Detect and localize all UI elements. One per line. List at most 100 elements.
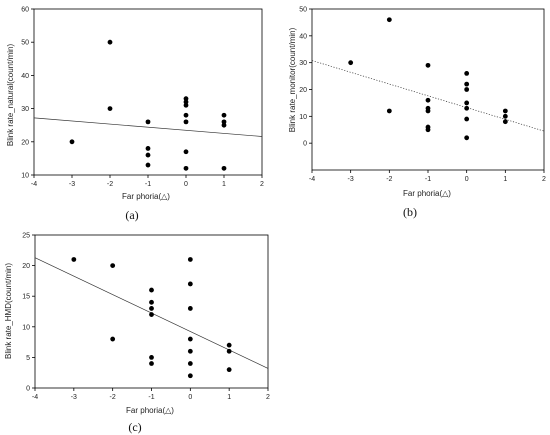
data-point [502, 108, 508, 114]
data-point [464, 81, 470, 87]
data-point [187, 281, 193, 287]
x-tick-label: -4 [32, 394, 38, 401]
data-point [226, 367, 232, 373]
data-point [183, 119, 189, 125]
data-point [425, 97, 431, 103]
data-point [502, 119, 508, 125]
x-tick-label: -1 [145, 181, 151, 188]
data-point [502, 113, 508, 119]
data-point [464, 116, 470, 122]
data-point [464, 105, 470, 111]
data-point [464, 71, 470, 76]
x-tick-label: 2 [260, 181, 264, 188]
x-tick-label: -1 [148, 394, 154, 401]
data-point [386, 108, 392, 114]
panel-b: Blink rate_monitor(count/min) Far phoria… [288, 7, 546, 220]
data-point [221, 119, 227, 125]
data-point [187, 257, 193, 262]
data-point [226, 348, 232, 354]
data-point [110, 263, 116, 268]
y-tick-label: 50 [299, 7, 307, 14]
y-tick-label: 10 [21, 173, 29, 180]
data-point [187, 373, 193, 379]
x-tick-label: 0 [184, 181, 188, 188]
x-tick-label: 0 [465, 176, 469, 183]
y-tick-label: 10 [22, 324, 30, 331]
x-tick-label: -4 [309, 176, 315, 183]
data-point [226, 342, 232, 348]
data-point [149, 287, 154, 293]
data-point [425, 127, 431, 133]
data-point [348, 60, 354, 66]
regression-line [311, 60, 545, 132]
data-point [425, 62, 431, 68]
data-point [149, 306, 154, 311]
data-point [183, 96, 189, 102]
panel-b-xlabel: Far phoria(△) [403, 189, 451, 198]
y-tick-label: 10 [299, 114, 307, 121]
data-point [149, 355, 154, 360]
data-point [145, 162, 151, 168]
data-point [386, 17, 392, 23]
data-point [107, 106, 113, 111]
data-point [221, 122, 227, 128]
y-tick-label: 30 [299, 60, 307, 67]
y-tick-label: 60 [21, 7, 29, 14]
x-tick-label: -3 [69, 181, 75, 188]
y-tick-label: 40 [21, 73, 29, 80]
data-point [183, 99, 189, 105]
panel-a: Blink rate_natural(count/min) Far phoria… [6, 7, 264, 223]
panel-c-label: (c) [128, 420, 141, 434]
data-point [187, 361, 193, 366]
data-point [69, 139, 75, 145]
panel-a-xlabel: Far phoria(△) [122, 192, 170, 201]
panel-c-ylabel: Blink rate_HMD(count/min) [4, 263, 13, 359]
x-tick-label: 1 [227, 394, 231, 401]
y-tick-label: 5 [26, 355, 30, 362]
panel-c: Blink rate_HMD(count/min) Far phoria(△) … [4, 233, 270, 435]
panel-a-label: (a) [125, 208, 138, 222]
y-tick-label: 50 [21, 40, 29, 47]
y-tick-label: 20 [299, 87, 307, 94]
y-tick-label: 40 [299, 33, 307, 40]
x-tick-label: 2 [542, 176, 546, 183]
data-point [71, 257, 77, 262]
panel-b-label: (b) [403, 205, 417, 219]
data-point [110, 336, 116, 342]
regression-line [33, 117, 263, 137]
y-tick-label: 20 [22, 263, 30, 270]
data-point [183, 102, 189, 108]
panel-c-xlabel: Far phoria(△) [126, 406, 174, 415]
panel-a-ylabel: Blink rate_natural(count/min) [6, 44, 15, 147]
y-tick-label: 20 [21, 139, 29, 146]
data-point [183, 112, 189, 118]
data-point [221, 112, 227, 118]
x-tick-label: -2 [110, 394, 116, 401]
data-point [145, 152, 151, 158]
data-point [149, 312, 154, 317]
data-point [107, 39, 113, 45]
data-point [187, 336, 193, 342]
y-tick-label: 30 [21, 106, 29, 113]
x-tick-label: 0 [188, 394, 192, 401]
y-tick-label: 25 [22, 233, 30, 240]
x-tick-label: 1 [222, 181, 226, 188]
plot-area-b [311, 8, 545, 171]
y-tick-label: 0 [26, 386, 30, 393]
x-tick-label: 1 [503, 176, 507, 183]
data-point [183, 165, 189, 171]
data-point [183, 149, 189, 155]
data-point [464, 87, 470, 92]
data-point [145, 119, 151, 125]
data-point [187, 348, 193, 354]
y-tick-label: 15 [22, 294, 30, 301]
y-tick-label: 0 [303, 141, 307, 148]
x-tick-label: -4 [31, 181, 37, 188]
data-point [425, 108, 431, 114]
x-tick-label: -3 [71, 394, 77, 401]
panel-b-ylabel: Blink rate_monitor(count/min) [288, 27, 297, 132]
data-point [145, 146, 151, 151]
data-point [149, 299, 154, 305]
data-point [464, 135, 470, 141]
